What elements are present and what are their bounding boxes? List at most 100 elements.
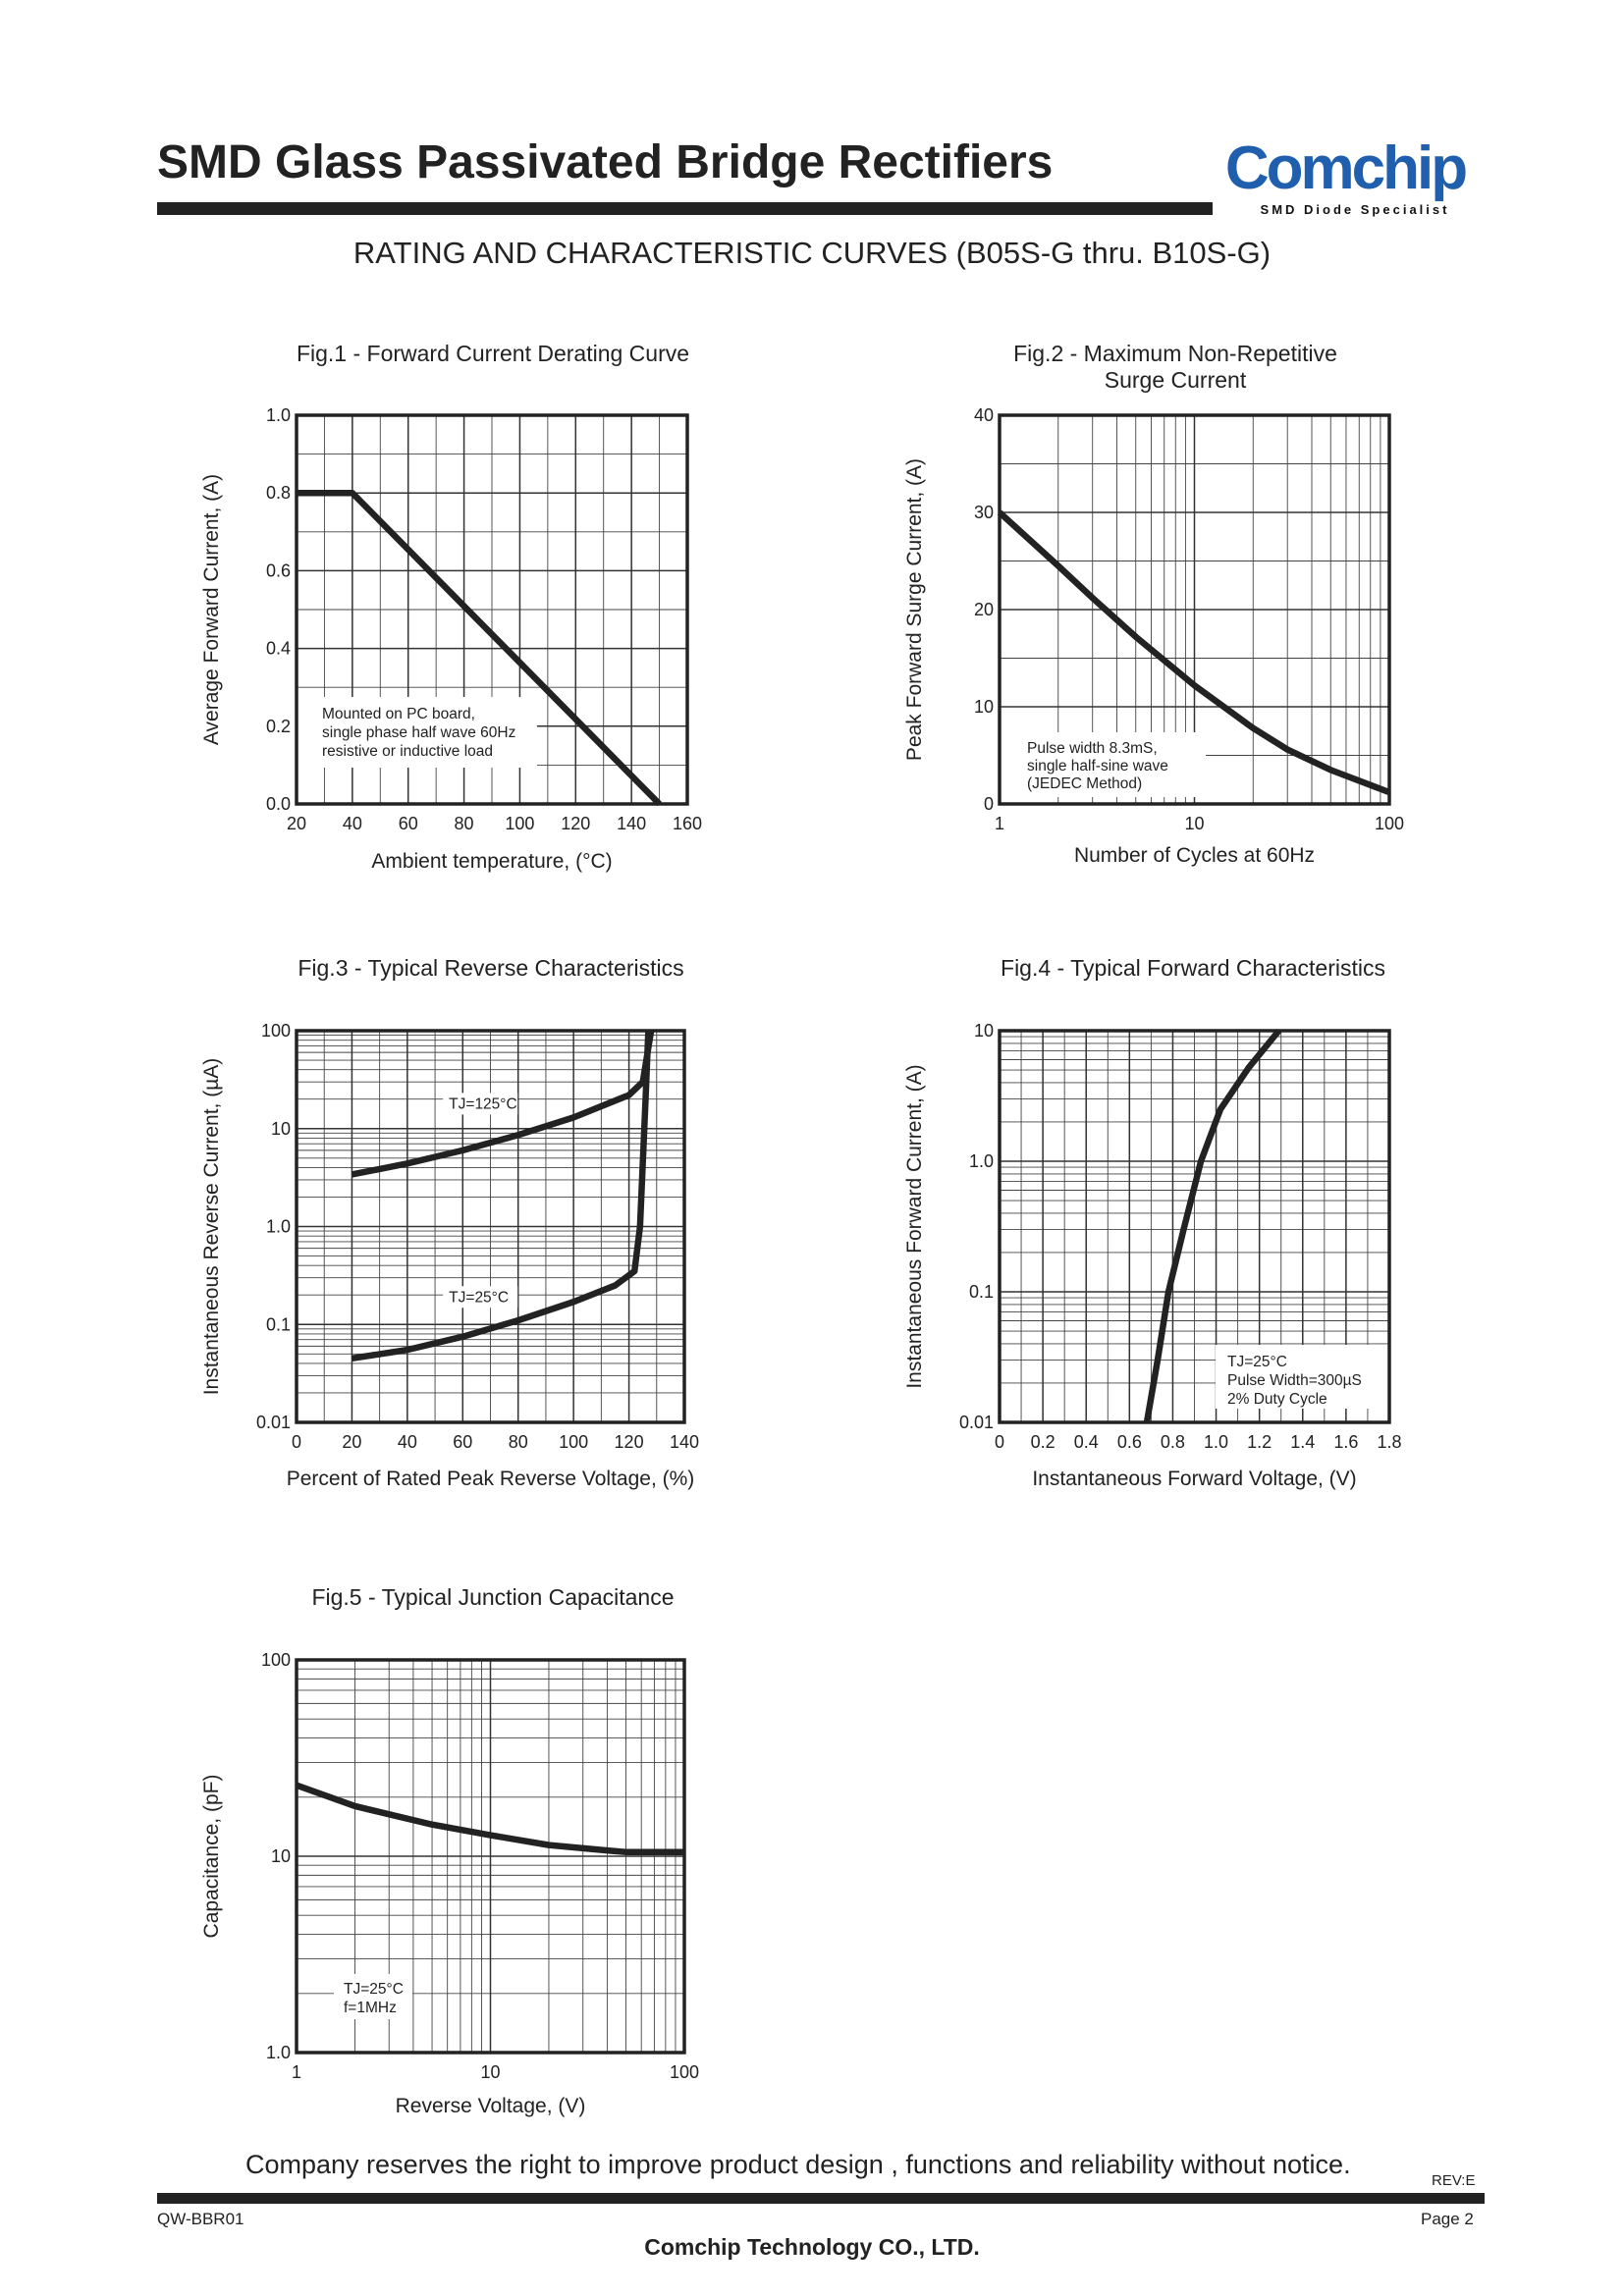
y-axis-label: Capacitance, (pF) [200,1775,223,1939]
series-label: TJ=125°C [449,1095,517,1112]
y-tick-label: 0 [984,794,994,814]
chart-title: Fig.3 - Typical Reverse Characteristics [298,955,683,981]
x-tick-label: 100 [1375,814,1404,833]
page-title: SMD Glass Passivated Bridge Rectifiers [157,136,1054,188]
annotation-text: Pulse width 8.3mS, [1027,740,1158,757]
page-number: Page 2 [1421,2210,1474,2228]
x-tick-label: 120 [561,814,590,833]
chart-fig3: Fig.3 - Typical Reverse Characteristics T… [200,955,699,1490]
chart-title-line2: Surge Current [1105,367,1247,393]
y-tick-label: 0.4 [266,639,291,659]
y-axis-label: Instantaneous Forward Current, (A) [903,1064,926,1388]
x-tick-label: 0.4 [1074,1432,1099,1452]
x-tick-label: 0 [292,1432,301,1452]
x-tick-label: 20 [342,1432,361,1452]
y-tick-label: 20 [974,600,994,619]
plot-frame [295,413,689,806]
x-tick-label: 0.2 [1031,1432,1056,1452]
y-tick-label: 0.6 [266,561,291,580]
annotation-text: 2% Duty Cycle [1227,1391,1327,1408]
x-tick-label: 10 [480,2062,500,2082]
chart-title: Fig.2 - Maximum Non-Repetitive [1013,341,1337,366]
plot-frame [295,1658,686,2055]
x-axis-label: Percent of Rated Peak Reverse Voltage, (… [287,1468,695,1490]
footer-notice: Company reserves the right to improve pr… [245,2150,1351,2179]
x-tick-label: 1 [292,2062,301,2082]
x-tick-label: 100 [670,2062,699,2082]
annotation-background [297,697,537,768]
plot-frame [998,413,1391,806]
x-tick-label: 0 [995,1432,1004,1452]
y-tick-label: 10 [974,697,994,717]
series-line [351,1030,652,1362]
x-tick-label: 10 [1184,814,1204,833]
annotation-text: Mounted on PC board, [322,706,475,722]
x-axis-label: Ambient temperature, (°C) [371,850,612,873]
logo-wordmark: Comchip [1225,134,1466,202]
title-underline-bar [157,202,1213,215]
y-tick-label: 0.01 [959,1413,994,1432]
y-tick-label: 10 [271,1119,291,1139]
y-tick-label: 1.0 [969,1151,994,1171]
y-tick-label: 10 [974,1021,994,1041]
x-axis-label: Number of Cycles at 60Hz [1074,844,1315,867]
y-tick-label: 0.1 [969,1282,994,1302]
y-tick-label: 0.01 [256,1413,291,1432]
y-tick-label: 10 [271,1846,291,1866]
y-axis-label: Instantaneous Reverse Current, (µA) [200,1058,223,1396]
annotation-text: TJ=25°C [344,1981,404,1998]
chart-fig1: Fig.1 - Forward Current Derating Curve Mo… [200,341,702,873]
revision-label: REV:E [1432,2172,1476,2189]
plot-frame [295,1029,686,1424]
annotation-text: resistive or inductive load [322,743,493,760]
annotation-text: TJ=25°C [1227,1354,1287,1370]
x-tick-label: 60 [399,814,418,833]
x-tick-label: 0.6 [1117,1432,1142,1452]
x-tick-label: 1.0 [1204,1432,1228,1452]
y-tick-label: 1.0 [266,405,291,425]
plot-frame [998,1029,1391,1424]
x-tick-label: 1.6 [1333,1432,1358,1452]
x-tick-label: 1.8 [1377,1432,1401,1452]
page-subtitle: RATING AND CHARACTERISTIC CURVES (B05S-G… [352,236,1272,270]
chart-fig4: Fig.4 - Typical Forward Characteristics T… [903,955,1402,1490]
x-tick-label: 60 [453,1432,472,1452]
y-tick-label: 30 [974,503,994,522]
x-tick-label: 20 [287,814,306,833]
x-tick-label: 140 [670,1432,699,1452]
annotation-text: single half-sine wave [1027,758,1168,774]
y-tick-label: 40 [974,405,994,425]
x-tick-label: 40 [398,1432,417,1452]
annotation-background [1216,1345,1392,1409]
y-tick-label: 0.8 [266,483,291,503]
y-tick-label: 0.2 [266,717,291,736]
x-axis-label: Instantaneous Forward Voltage, (V) [1032,1468,1356,1490]
x-tick-label: 0.8 [1161,1432,1185,1452]
series-line [351,1030,655,1178]
annotation-background [1000,732,1206,797]
comchip-logo: Comchip SMD Diode Specialist [1225,134,1469,217]
x-tick-label: 100 [505,814,534,833]
series-label: TJ=25°C [449,1289,509,1306]
y-tick-label: 100 [261,1021,291,1041]
x-tick-label: 100 [559,1432,588,1452]
chart-title: Fig.5 - Typical Junction Capacitance [311,1584,674,1610]
x-tick-label: 120 [615,1432,644,1452]
chart-fig5: Fig.5 - Typical Junction Capacitance TJ=2… [200,1584,699,2117]
annotation-text: (JEDEC Method) [1027,775,1142,792]
chart-title: Fig.4 - Typical Forward Characteristics [1001,955,1385,981]
annotation-text: Pulse Width=300µS [1227,1372,1362,1389]
series-label-background [443,1093,518,1115]
x-tick-label: 1.2 [1247,1432,1272,1452]
x-tick-label: 1 [995,814,1004,833]
y-tick-label: 0.0 [266,794,291,814]
x-axis-label: Reverse Voltage, (V) [396,2095,586,2117]
y-tick-label: 100 [261,1650,291,1670]
x-tick-label: 160 [673,814,702,833]
x-tick-label: 80 [455,814,474,833]
y-tick-label: 1.0 [266,2043,291,2062]
y-axis-label: Peak Forward Surge Current, (A) [903,458,926,761]
series-line [1143,1028,1282,1423]
